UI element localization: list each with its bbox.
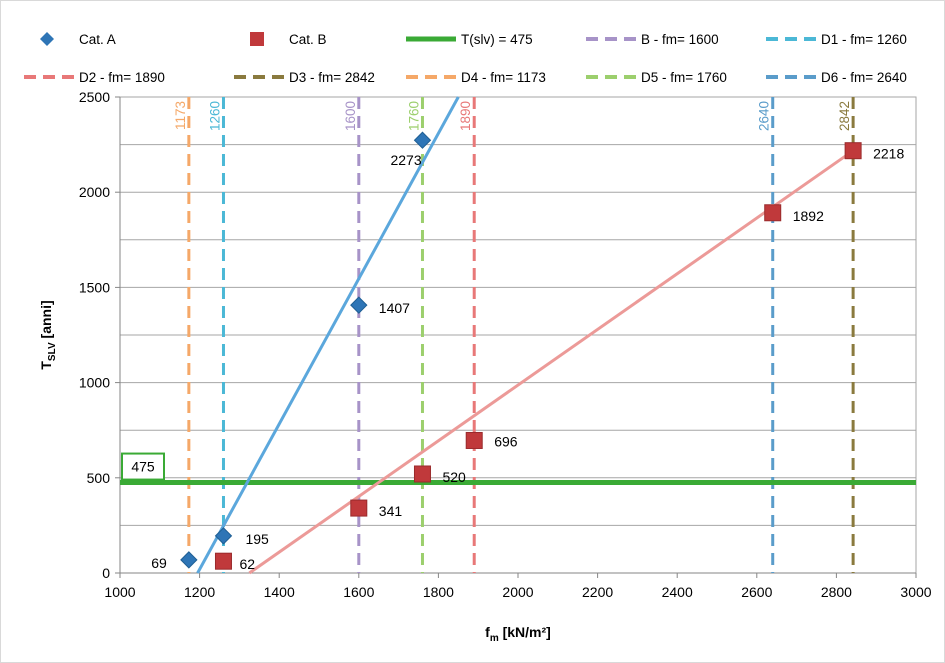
x-axis-title-main: f xyxy=(485,624,490,640)
y-axis-title-sub: SLV xyxy=(47,342,58,361)
y-tick-label: 1000 xyxy=(79,375,110,391)
x-tick-label: 3000 xyxy=(900,584,931,600)
x-tick-label: 1400 xyxy=(264,584,295,600)
legend-entry: D4 - fm= 1173 xyxy=(406,70,546,85)
y-axis-title-unit: [anni] xyxy=(38,300,54,342)
trend-line xyxy=(196,96,460,574)
data-label: 2218 xyxy=(873,146,904,162)
legend-entry: B - fm= 1600 xyxy=(586,32,719,47)
vertical-line-label: 1890 xyxy=(458,101,473,131)
data-label: 520 xyxy=(442,469,466,485)
legend-label: Cat. A xyxy=(79,32,116,47)
legend-entry: D2 - fm= 1890 xyxy=(24,70,165,85)
data-label: 696 xyxy=(494,433,518,449)
vertical-line-label: 1260 xyxy=(207,101,222,131)
cat-a-point xyxy=(214,527,233,545)
x-tick-label: 2600 xyxy=(741,584,772,600)
threshold-label: 475 xyxy=(131,459,155,475)
cat-a-point xyxy=(413,131,432,149)
cat-a-point xyxy=(180,551,198,569)
vertical-line-label: 1760 xyxy=(406,101,421,131)
threshold-label-box xyxy=(121,452,165,481)
x-axis-title-sub: m xyxy=(490,633,499,644)
x-tick-label: 1600 xyxy=(343,584,374,600)
cat-b-point xyxy=(350,499,368,517)
x-tick-label: 2800 xyxy=(821,584,852,600)
x-tick-label: 2200 xyxy=(582,584,613,600)
y-axis-title-main: T xyxy=(38,361,54,370)
legend-entry: Cat. A xyxy=(40,32,116,47)
y-tick-label: 2500 xyxy=(79,89,110,105)
y-tick-label: 0 xyxy=(102,565,110,581)
legend-entry: D5 - fm= 1760 xyxy=(586,70,727,85)
y-axis-title: TSLV [anni] xyxy=(38,300,58,369)
x-tick-label: 1000 xyxy=(104,584,135,600)
legend-label: B - fm= 1600 xyxy=(641,32,719,47)
legend-entry: D1 - fm= 1260 xyxy=(766,32,907,47)
legend-symbol xyxy=(250,32,264,46)
x-tick-label: 2400 xyxy=(662,584,693,600)
vertical-line-label: 2640 xyxy=(757,101,772,131)
legend-entry: Cat. B xyxy=(250,32,327,47)
x-axis-title: fm [kN/m²] xyxy=(485,624,551,644)
cat-a-point xyxy=(350,296,368,314)
vertical-line-label: 2842 xyxy=(837,101,852,131)
x-tick-label: 2000 xyxy=(502,584,533,600)
trend-line xyxy=(248,149,854,575)
legend-label: D4 - fm= 1173 xyxy=(461,70,546,85)
legend-entry: D3 - fm= 2842 xyxy=(234,70,375,85)
data-label: 69 xyxy=(151,555,167,571)
cat-b-point xyxy=(413,465,431,483)
legend-symbol xyxy=(40,32,54,46)
data-label: 62 xyxy=(239,556,255,572)
y-tick-label: 2000 xyxy=(79,184,110,200)
legend: Cat. A Cat. B T(slv) = 475 B - fm= 1600 D1 -… xyxy=(24,32,907,85)
legend-entry: D6 - fm= 2640 xyxy=(766,70,907,85)
legend-entry: T(slv) = 475 xyxy=(406,32,533,47)
x-tick-label: 1800 xyxy=(423,584,454,600)
legend-label: D1 - fm= 1260 xyxy=(821,32,907,47)
legend-label: D3 - fm= 2842 xyxy=(289,70,375,85)
data-label: 1407 xyxy=(379,300,410,316)
x-tick-label: 1200 xyxy=(184,584,215,600)
legend-label: D6 - fm= 2640 xyxy=(821,70,907,85)
legend-label: D2 - fm= 1890 xyxy=(79,70,165,85)
data-label: 195 xyxy=(245,531,269,547)
vertical-line-label: 1173 xyxy=(173,101,188,130)
cat-b-point xyxy=(764,204,782,222)
cat-b-point xyxy=(465,431,483,449)
cat-b-point xyxy=(214,552,232,570)
legend-label: Cat. B xyxy=(289,32,327,47)
vertical-line-label: 1600 xyxy=(343,101,358,131)
data-label: 1892 xyxy=(793,208,824,224)
legend-label: T(slv) = 475 xyxy=(461,32,533,47)
y-tick-label: 1500 xyxy=(79,279,110,295)
data-label: 341 xyxy=(379,503,403,519)
x-axis-title-unit: [kN/m²] xyxy=(499,624,551,640)
cat-b-point xyxy=(844,142,862,160)
y-tick-label: 500 xyxy=(87,470,111,486)
legend-label: D5 - fm= 1760 xyxy=(641,70,727,85)
data-label: 2273 xyxy=(390,152,421,168)
